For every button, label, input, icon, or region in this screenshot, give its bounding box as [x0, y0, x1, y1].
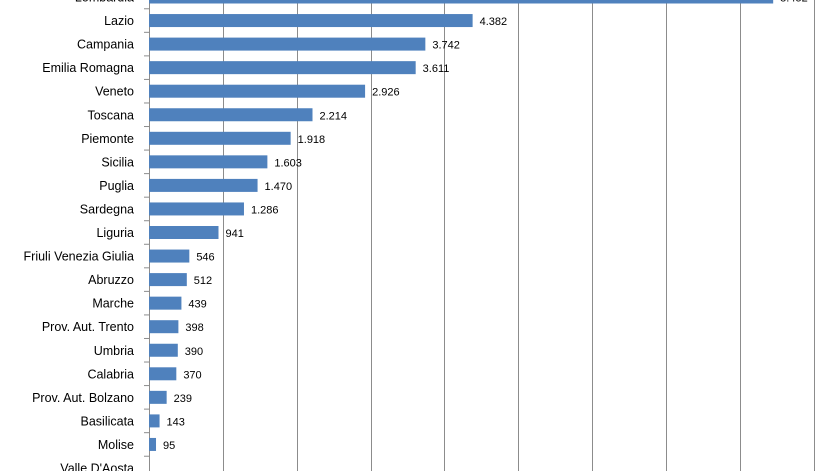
- value-label: 2.926: [372, 87, 400, 99]
- category-label: Prov. Aut. Bolzano: [32, 391, 134, 405]
- category-label: Molise: [98, 438, 134, 452]
- bar: [149, 367, 177, 381]
- bar: [149, 437, 157, 451]
- value-label: 2.214: [320, 110, 348, 122]
- bar: [149, 37, 426, 51]
- bar: [149, 131, 291, 145]
- value-label: 398: [185, 322, 203, 334]
- bar: [149, 14, 473, 28]
- value-labels: 8.452 4.382 3.742 3.611 2.926 2.214 1.918 1.603…: [163, 0, 808, 452]
- bar: [149, 390, 167, 404]
- category-label: Sicilia: [101, 155, 134, 169]
- bar: [149, 155, 268, 169]
- bars: [149, 0, 774, 451]
- value-label: 3.742: [432, 40, 460, 52]
- bar: [149, 343, 178, 357]
- category-label: Prov. Aut. Trento: [42, 320, 134, 334]
- value-label: 512: [194, 275, 212, 287]
- bar: [149, 84, 366, 98]
- value-label: 390: [185, 346, 203, 358]
- bar: [149, 249, 190, 263]
- bar: [149, 108, 313, 122]
- category-label: Veneto: [95, 85, 134, 99]
- value-label: 1.603: [274, 157, 302, 169]
- value-label: 8.452: [780, 0, 808, 5]
- bar: [149, 414, 160, 428]
- bar: [149, 202, 244, 216]
- category-label: Sardegna: [80, 202, 134, 216]
- category-label: Calabria: [87, 367, 134, 381]
- bar: [149, 273, 187, 287]
- category-label: Abruzzo: [88, 273, 134, 287]
- category-label: Puglia: [99, 179, 134, 193]
- category-label: Lazio: [104, 14, 134, 28]
- category-labels: Lombardia Lazio Campania Emilia Romagna Vene…: [24, 0, 135, 471]
- bar: [149, 61, 416, 75]
- bar: [149, 0, 774, 4]
- category-label: Emilia Romagna: [42, 61, 134, 75]
- value-label: 1.286: [251, 204, 279, 216]
- value-label: 4.382: [480, 16, 508, 28]
- category-label: Friuli Venezia Giulia: [24, 250, 135, 264]
- category-label: Umbria: [94, 344, 134, 358]
- bar: [149, 178, 258, 192]
- bar: [149, 320, 179, 334]
- value-label: 941: [225, 228, 243, 240]
- value-label: 143: [167, 416, 185, 428]
- category-label: Valle D'Aosta: [60, 462, 134, 471]
- category-label: Toscana: [87, 108, 134, 122]
- category-label: Basilicata: [81, 414, 135, 428]
- category-label: Piemonte: [81, 132, 134, 146]
- category-label: Lombardia: [75, 0, 134, 5]
- value-label: 3.611: [423, 63, 450, 75]
- value-label: 439: [188, 299, 206, 311]
- bar: [149, 296, 182, 310]
- value-label: 239: [174, 393, 192, 405]
- bar: [149, 226, 219, 239]
- value-label: 370: [183, 369, 201, 381]
- value-label: 1.918: [298, 134, 326, 146]
- category-label: Campania: [77, 38, 134, 52]
- category-label: Liguria: [96, 226, 134, 240]
- value-label: 95: [163, 440, 175, 452]
- value-label: 1.470: [265, 181, 293, 193]
- category-label: Marche: [92, 297, 134, 311]
- value-label: 546: [196, 252, 214, 264]
